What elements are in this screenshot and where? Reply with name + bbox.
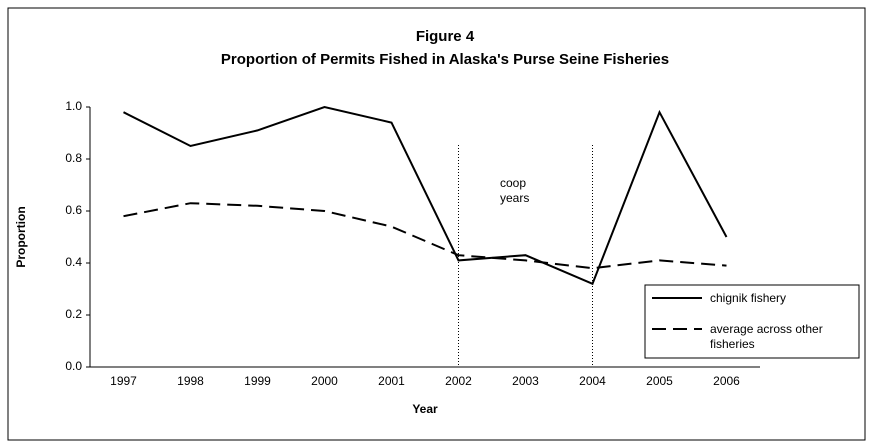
- chart-title: Figure 4: [416, 28, 475, 45]
- x-tick-label: 1998: [177, 374, 204, 388]
- x-tick-label: 2003: [512, 374, 539, 388]
- x-tick-label: 2006: [713, 374, 740, 388]
- x-tick-label: 1997: [110, 374, 137, 388]
- chart-subtitle: Proportion of Permits Fished in Alaska's…: [221, 51, 669, 68]
- y-tick-label: 0.4: [65, 255, 82, 269]
- y-axis-label: Proportion: [14, 206, 28, 267]
- x-axis-label: Year: [412, 402, 438, 416]
- x-tick-label: 1999: [244, 374, 271, 388]
- legend-label: chignik fishery: [710, 291, 787, 305]
- y-tick-label: 1.0: [65, 99, 82, 113]
- x-tick-label: 2002: [445, 374, 472, 388]
- series-line: [123, 202, 727, 270]
- x-tick-label: 2000: [311, 374, 338, 388]
- y-tick-label: 0.0: [65, 359, 82, 373]
- y-tick-label: 0.8: [65, 151, 82, 165]
- y-tick-label: 0.2: [65, 307, 82, 321]
- annotation: coop years: [500, 176, 530, 205]
- x-tick-label: 2001: [378, 374, 405, 388]
- legend-label: average across other fisheries: [710, 322, 823, 351]
- chart-border: [7, 7, 866, 441]
- x-tick-label: 2004: [579, 374, 606, 388]
- series-line: [123, 105, 728, 286]
- x-tick-label: 2005: [646, 374, 673, 388]
- y-tick-label: 0.6: [65, 203, 82, 217]
